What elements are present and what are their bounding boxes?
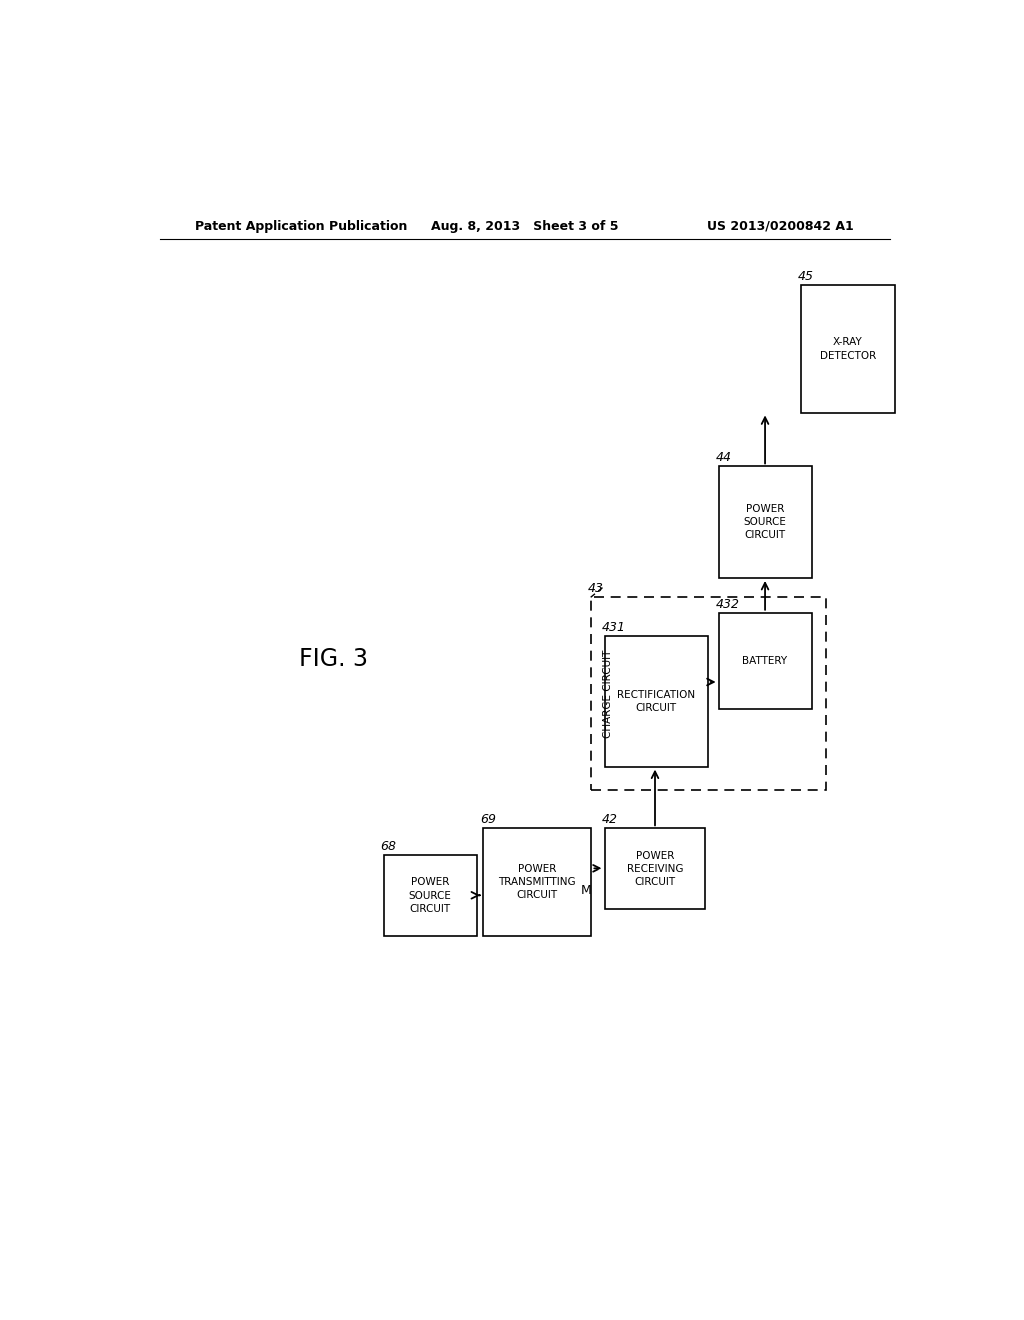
Bar (604, 829, 706, 909)
Text: Aug. 8, 2013   Sheet 3 of 5: Aug. 8, 2013 Sheet 3 of 5 (431, 219, 618, 232)
Text: POWER
SOURCE
CIRCUIT: POWER SOURCE CIRCUIT (409, 878, 452, 913)
Bar (801, 285, 895, 412)
Text: POWER
TRANSMITTING
CIRCUIT: POWER TRANSMITTING CIRCUIT (499, 865, 577, 900)
Text: FIG. 3: FIG. 3 (299, 647, 368, 671)
Text: X-RAY
DETECTOR: X-RAY DETECTOR (820, 338, 877, 360)
Text: M: M (581, 884, 592, 896)
Text: 44: 44 (716, 451, 731, 465)
Text: POWER
SOURCE
CIRCUIT: POWER SOURCE CIRCUIT (743, 504, 786, 540)
Text: POWER
RECEIVING
CIRCUIT: POWER RECEIVING CIRCUIT (627, 850, 683, 887)
Text: US 2013/0200842 A1: US 2013/0200842 A1 (708, 219, 854, 232)
Bar (384, 855, 477, 936)
Text: 69: 69 (480, 813, 496, 826)
Bar (604, 636, 708, 767)
Text: 45: 45 (798, 271, 813, 284)
Bar (483, 829, 592, 936)
Text: 43: 43 (588, 582, 603, 595)
Text: 68: 68 (381, 841, 396, 853)
Text: BATTERY: BATTERY (742, 656, 787, 665)
Text: 431: 431 (601, 620, 626, 634)
Text: CHARGE CIRCUIT: CHARGE CIRCUIT (603, 649, 613, 738)
Text: RECTIFICATION
CIRCUIT: RECTIFICATION CIRCUIT (617, 689, 695, 713)
Text: Patent Application Publication: Patent Application Publication (196, 219, 408, 232)
Text: 432: 432 (716, 598, 739, 611)
Text: 42: 42 (601, 813, 617, 826)
Bar (719, 612, 812, 709)
Bar (591, 598, 825, 789)
Bar (719, 466, 812, 578)
